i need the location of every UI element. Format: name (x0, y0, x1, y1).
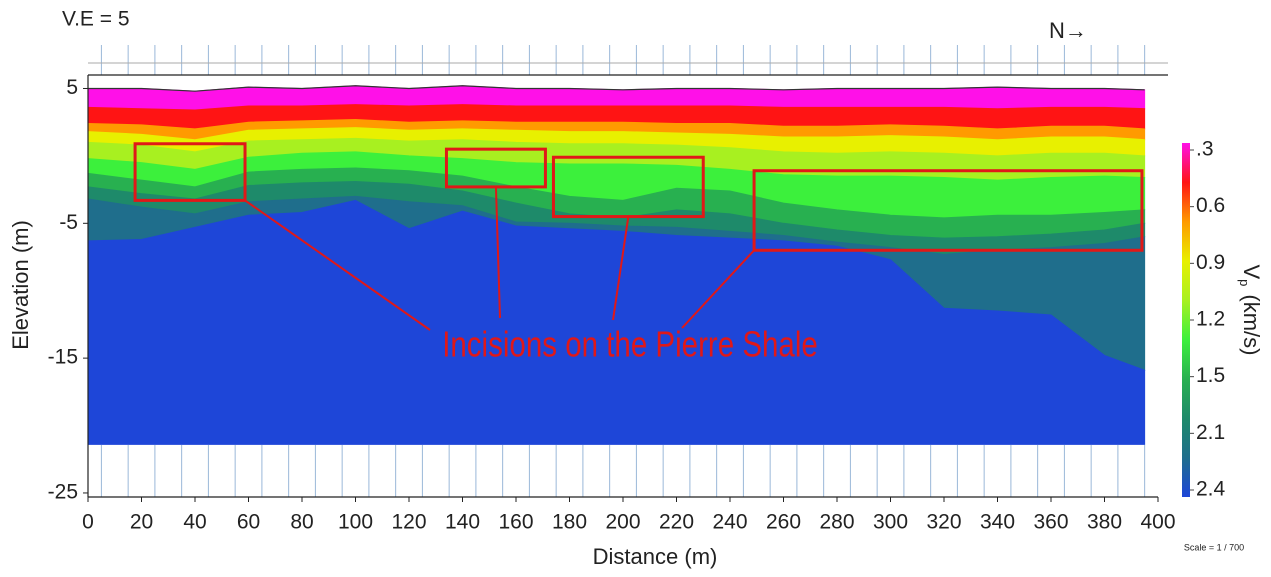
x-tick-label: 180 (552, 511, 587, 534)
leader-line (681, 249, 755, 329)
x-tick-label: 280 (819, 511, 854, 534)
frame (83, 45, 1168, 502)
surface-line (88, 85, 1145, 92)
velocity-layer (87, 199, 1146, 445)
x-tick-label: 120 (391, 511, 426, 534)
ve-label: V.E = 5 (62, 8, 130, 31)
colorbar-tick-label: 1.2 (1196, 308, 1225, 331)
velocity-field (87, 85, 1146, 445)
colorbar-tick-label: 2.1 (1196, 421, 1225, 444)
incision-box (444, 147, 547, 189)
x-tick-label: 100 (338, 511, 373, 534)
x-tick-label: 380 (1087, 511, 1122, 534)
y-tick-label: -25 (48, 481, 78, 504)
leader-line (244, 199, 431, 331)
north-label: N→ (1049, 18, 1087, 43)
colorbar-tick-label: .3 (1196, 138, 1214, 161)
incision-box (752, 169, 1144, 252)
colorbar (1182, 143, 1190, 497)
annotation-text: Incisions on the Pierre Shale (442, 324, 818, 364)
leader-line (612, 216, 630, 321)
x-tick-label: 140 (445, 511, 480, 534)
colorbar-tick-label: 0.6 (1196, 194, 1225, 217)
x-tick-label: 0 (82, 511, 94, 534)
y-axis-title: Elevation (m) (8, 220, 33, 350)
x-tick-label: 60 (237, 511, 260, 534)
y-tick-label: -15 (48, 346, 78, 369)
x-tick-label: 320 (926, 511, 961, 534)
colorbar-subscript: p (1237, 279, 1252, 286)
x-tick-label: 340 (980, 511, 1015, 534)
scale-label: Scale = 1 / 700 (1184, 542, 1244, 552)
x-tick-label: 20 (130, 511, 153, 534)
x-tick-label: 220 (659, 511, 694, 534)
x-tick-label: 400 (1140, 511, 1175, 534)
x-axis-title: Distance (m) (593, 544, 718, 569)
x-tick-label: 160 (498, 511, 533, 534)
colorbar-tick-label: 2.4 (1196, 478, 1226, 501)
colorbar-tick-label: 1.5 (1196, 364, 1225, 387)
x-tick-label: 40 (183, 511, 206, 534)
x-tick-label: 300 (873, 511, 908, 534)
colorbar-title: Vp (km/s) (1237, 264, 1265, 355)
x-tick-label: 260 (766, 511, 801, 534)
y-tick-label: -5 (59, 211, 78, 234)
x-tick-label: 360 (1033, 511, 1068, 534)
x-tick-label: 80 (290, 511, 313, 534)
incision-box (133, 142, 247, 202)
x-tick-label: 200 (605, 511, 640, 534)
colorbar-unit: (km/s) (1239, 294, 1264, 355)
leader-line (494, 186, 501, 319)
y-tick-label: 5 (66, 76, 78, 99)
colorbar-tick-label: 0.9 (1196, 251, 1225, 274)
colorbar-symbol: V (1239, 264, 1264, 279)
incision-box (551, 155, 705, 219)
x-tick-label: 240 (712, 511, 747, 534)
